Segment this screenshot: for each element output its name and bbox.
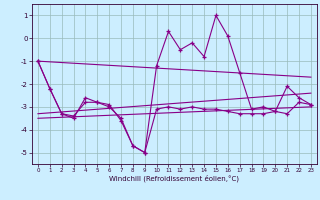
X-axis label: Windchill (Refroidissement éolien,°C): Windchill (Refroidissement éolien,°C) [109, 175, 239, 182]
